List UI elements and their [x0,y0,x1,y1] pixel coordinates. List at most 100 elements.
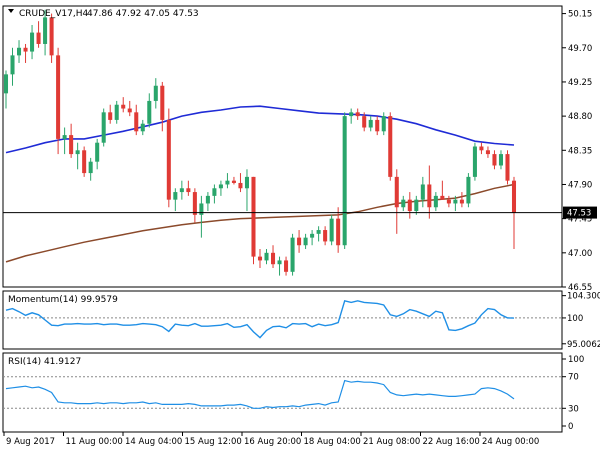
candle-body [459,199,464,204]
price-tick-label: 49.70 [568,44,592,54]
candle [284,256,289,276]
candle-body [479,146,484,151]
candle-body [284,260,289,272]
symbol-header: CRUDE_V17,H4 [19,9,88,19]
candle-body [43,17,48,44]
candle-body [368,119,373,128]
candle-body [225,180,230,185]
rsi-panel-frame [2,352,563,433]
candle [479,142,484,155]
candle [329,214,334,246]
candle [290,233,295,276]
candle [466,173,471,208]
candle-body [355,112,360,117]
candle [108,104,113,124]
candle-body [394,176,399,208]
time-tick-label: 15 Aug 12:00 [185,437,242,447]
momentum-tick-label: 100 [567,314,583,324]
candle [420,176,425,208]
candle [82,146,87,177]
momentum-line [5,299,515,339]
candle-body [362,116,367,128]
candle [69,123,74,158]
candle-body [127,108,132,113]
candle-body [381,116,386,132]
candle-body [433,195,438,208]
candle-body [75,150,80,155]
price-tick-label: 47.00 [568,249,592,259]
price-axis: 50.15 49.70 49.25 48.80 48.35 47.90 47.45 47.00… [562,10,592,293]
price-tick-label: 46.55 [568,283,592,293]
candle-body [49,17,54,56]
rsi-tick-label: 0 [568,422,573,432]
rsi-path [5,379,515,409]
candle [433,192,438,212]
candle-body [147,100,152,124]
momentum-label: Momentum(14) 99.9579 [8,295,118,305]
candle [362,112,367,132]
candle-body [342,116,347,246]
ohlc-header: 47.86 47.92 47.05 47.53 [87,9,199,19]
candle [257,249,263,269]
rsi-line [5,379,515,409]
rsi-level-lines [3,376,562,409]
candle [101,108,106,147]
rsi-axis: 100 70 30 0 [562,355,584,432]
candle-body [56,55,61,139]
candle [440,180,445,200]
candle [166,108,171,208]
candle [310,230,315,246]
candle-body [329,218,334,242]
candle-body [186,188,191,193]
candle-body [446,199,451,204]
candle [355,108,360,120]
candle-body [3,74,9,94]
last-price-tag: 47.53 [563,206,597,219]
candle-body [401,199,406,208]
time-tick-label: 24 Aug 00:00 [482,437,539,447]
chart-header: CRUDE_V17,H4 47.86 47.92 47.05 47.53 [8,9,199,19]
price-panel-frame [2,5,563,288]
momentum-axis: 104.3006 100 95.0062 [562,292,600,350]
candle-body [388,116,393,177]
candle-body [166,119,171,200]
rsi-tick-label: 70 [568,373,579,383]
candle [88,157,93,181]
candle [498,150,503,170]
candle-body [199,203,204,215]
momentum-tick-label: 104.3006 [567,292,600,302]
price-tick-label: 48.80 [568,112,592,122]
candle-body [498,154,503,166]
candle-body [336,218,341,246]
candle [153,78,158,109]
candle [173,188,178,212]
candle-body [95,142,100,162]
dropdown-triangle-icon[interactable] [8,9,14,13]
time-tick-label: 22 Aug 16:00 [423,437,480,447]
candle [459,192,464,208]
candle [199,195,204,238]
candle [17,40,22,63]
candle-body [244,176,249,189]
candle [238,173,243,193]
candle [316,226,321,242]
time-tick-label: 14 Aug 04:00 [125,437,182,447]
candle [36,21,41,48]
candle-body [349,112,354,117]
candle-body [153,85,158,101]
candle [30,24,35,60]
candle-body [511,180,517,213]
candle [485,146,490,158]
candle-body [173,192,178,200]
candle [251,176,256,265]
candle [303,233,308,250]
candle [192,188,197,223]
candle-body [17,47,22,56]
candle [56,47,61,155]
candle [186,180,191,196]
candle-body [140,123,145,132]
rsi-tick-label: 30 [568,404,579,414]
candle-body [251,176,256,257]
candle-body [192,192,197,215]
momentum-path [5,299,515,339]
